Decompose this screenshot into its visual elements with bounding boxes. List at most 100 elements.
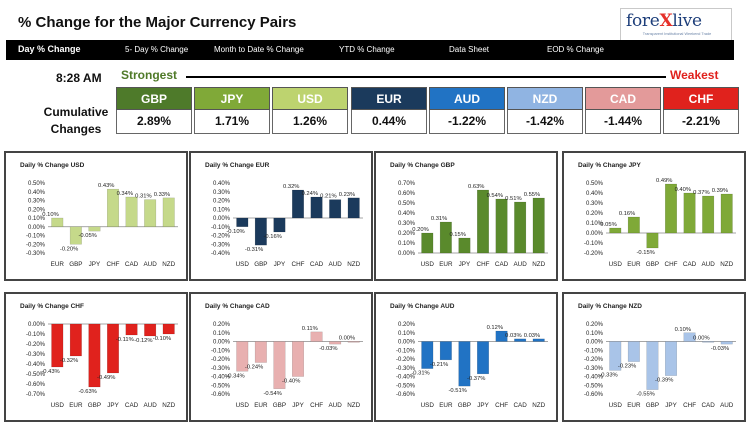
- data-label: -0.40%: [282, 379, 300, 385]
- x-tick-label: EUR: [627, 402, 641, 409]
- chart-title: Daily % Change AUD: [390, 303, 455, 310]
- bar-nzd: [720, 193, 733, 234]
- bar-chart: Daily % Change CHF 0.00% -0.10% -0.20% -0.30…: [20, 303, 178, 409]
- data-label: 0.55%: [524, 192, 540, 198]
- currency-code: CAD: [585, 87, 661, 110]
- x-tick-label: NZD: [162, 402, 175, 409]
- y-tick-label: -0.60%: [211, 392, 231, 398]
- bar-aud: [329, 199, 342, 219]
- nav-day-change[interactable]: Day % Change: [18, 44, 81, 54]
- bar-aud: [144, 199, 157, 227]
- y-tick-label: 0.30%: [398, 221, 416, 227]
- chart-title: Daily % Change USD: [20, 162, 85, 169]
- time-label: 8:28 AM: [56, 71, 102, 85]
- y-tick-label: -0.60%: [584, 392, 604, 398]
- x-tick-label: JPY: [107, 402, 119, 409]
- y-tick-label: 0.20%: [398, 322, 416, 328]
- logo-tagline: Transparent Institutional Weekend Trade: [642, 32, 712, 36]
- nav-data-sheet[interactable]: Data Sheet: [449, 45, 490, 54]
- data-label: -0.32%: [60, 358, 78, 364]
- y-tick-label: 0.40%: [398, 211, 416, 217]
- x-tick-label: GBP: [88, 402, 101, 409]
- y-tick-label: -0.20%: [396, 357, 416, 363]
- data-label: -0.37%: [467, 376, 485, 382]
- data-label: -0.54%: [263, 391, 281, 397]
- nav-eod-change[interactable]: EOD % Change: [547, 45, 604, 54]
- x-tick-label: GBP: [646, 261, 659, 268]
- x-tick-label: AUD: [328, 261, 342, 268]
- data-label: -0.55%: [636, 392, 654, 398]
- y-tick-label: -0.60%: [26, 382, 46, 388]
- strongest-label: Strongest: [121, 68, 178, 82]
- x-tick-label: GBP: [254, 261, 267, 268]
- currency-code: USD: [272, 87, 348, 110]
- x-tick-label: CAD: [125, 402, 139, 409]
- bar-jpy: [273, 217, 286, 233]
- nav-ytd-change[interactable]: YTD % Change: [339, 45, 395, 54]
- y-tick-label: -0.50%: [26, 372, 46, 378]
- x-tick-label: GBP: [458, 402, 471, 409]
- data-label: 0.33%: [154, 192, 170, 198]
- data-label: -0.11%: [116, 337, 134, 343]
- x-tick-label: AUD: [513, 261, 527, 268]
- nav-month-to-date-change[interactable]: Month to Date % Change: [214, 45, 304, 54]
- x-tick-label: AUD: [720, 402, 734, 409]
- x-tick-label: NZD: [347, 261, 360, 268]
- data-label: -0.31%: [245, 247, 263, 253]
- data-label: -0.31%: [411, 371, 429, 377]
- data-label: 0.05%: [600, 222, 616, 228]
- bar-eur: [627, 341, 640, 362]
- data-label: -0.23%: [618, 364, 636, 370]
- x-tick-label: CAD: [495, 261, 509, 268]
- data-label: -0.63%: [78, 389, 96, 395]
- bar-chart: Daily % Change USD0.50%0.40%0.30%0.20%0.…: [20, 162, 178, 268]
- bar-eur: [51, 217, 64, 227]
- currency-code: EUR: [351, 87, 427, 110]
- x-tick-label: EUR: [69, 402, 83, 409]
- bar-nzd: [347, 197, 360, 219]
- y-tick-label: 0.20%: [213, 199, 231, 205]
- currency-code: NZD: [507, 87, 583, 110]
- y-tick-label: 0.20%: [398, 231, 416, 237]
- y-tick-label: 0.30%: [586, 201, 604, 207]
- currency-code: JPY: [194, 87, 270, 110]
- bar-cad: [125, 323, 138, 336]
- currency-cumulative-value: -1.42%: [507, 110, 583, 134]
- data-label: 0.12%: [487, 325, 503, 331]
- currency-cumulative-value: -2.21%: [663, 110, 739, 134]
- x-tick-label: CHF: [310, 402, 323, 409]
- x-tick-label: JPY: [292, 402, 304, 409]
- x-tick-label: AUD: [328, 402, 342, 409]
- bar-cad: [125, 196, 138, 227]
- bar-chf: [495, 330, 508, 342]
- y-tick-label: 0.30%: [28, 199, 46, 205]
- bar-gbp: [88, 323, 101, 388]
- chart-panel-2: Daily % Change GBP 0.70% 0.60% 0.50% 0.40% 0.…: [374, 151, 558, 281]
- y-tick-label: -0.20%: [26, 342, 46, 348]
- currency-cell-chf: CHF -2.21%: [663, 87, 739, 134]
- y-tick-label: -0.20%: [584, 357, 604, 363]
- y-tick-label: -0.50%: [211, 383, 231, 389]
- bar-aud: [720, 341, 733, 345]
- x-tick-label: CHF: [683, 402, 696, 409]
- chart-panel-5: Daily % Change CAD 0.20% 0.10% 0.00% -0.10% -…: [189, 292, 373, 422]
- bar-jpy: [477, 341, 489, 375]
- currency-cumulative-value: -1.44%: [585, 110, 661, 134]
- nav-5-day-change[interactable]: 5- Day % Change: [125, 45, 189, 54]
- weakest-label: Weakest: [670, 68, 719, 82]
- x-tick-label: AUD: [701, 261, 715, 268]
- y-tick-label: 0.50%: [398, 201, 416, 207]
- data-label: 0.16%: [619, 211, 635, 217]
- chart-panel-7: Daily % Change NZD 0.20% 0.10% 0.00% -0.10% -…: [562, 292, 746, 422]
- y-tick-label: 0.10%: [398, 331, 416, 337]
- x-tick-label: USD: [609, 261, 623, 268]
- y-tick-label: 0.50%: [586, 181, 604, 187]
- data-label: 0.39%: [712, 188, 728, 194]
- bar-cad: [683, 192, 696, 234]
- data-label: 0.00%: [693, 336, 709, 342]
- y-tick-label: 0.00%: [213, 340, 231, 346]
- y-tick-label: -0.40%: [584, 375, 604, 381]
- data-label: -0.51%: [448, 388, 466, 394]
- y-tick-label: -0.30%: [584, 366, 604, 372]
- y-tick-label: -0.40%: [211, 375, 231, 381]
